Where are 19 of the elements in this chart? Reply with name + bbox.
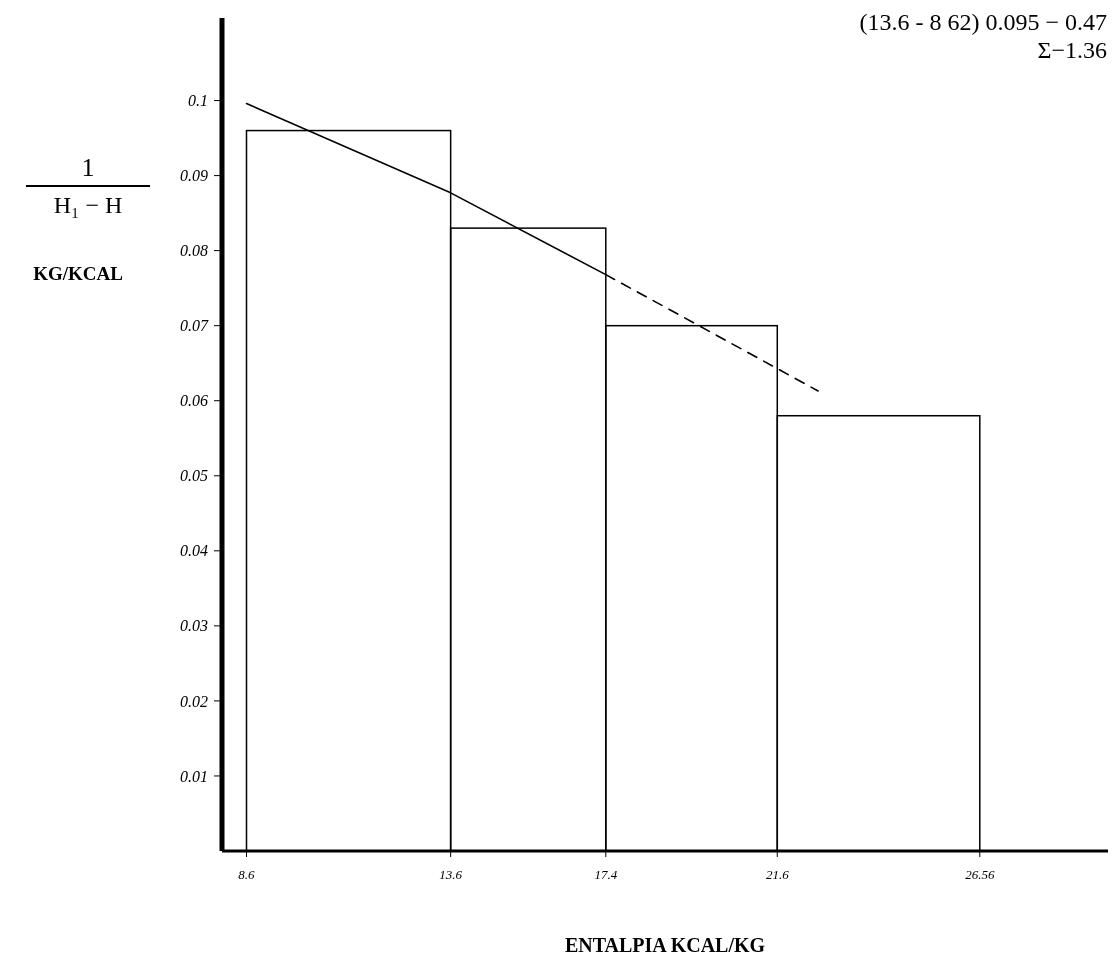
text: 1 H₁ − H KG/KCAL	[33, 153, 123, 284]
annotation: (13.6 - 8 62) 0.095 − 0.47	[859, 9, 1107, 35]
y-tick-label: 0.03	[180, 617, 208, 635]
y-tick-label: 0.04	[180, 542, 208, 560]
y-tick-label: 0.01	[180, 767, 208, 785]
y-tick-label: 0.06	[180, 392, 208, 410]
y-tick-label: 0.07	[180, 317, 209, 335]
y-tick-label: 0.09	[180, 167, 208, 185]
x-tick-label: 26.56	[965, 867, 995, 882]
x-tick-label: 21.6	[765, 867, 790, 882]
y-tick-label: 0.1	[188, 92, 208, 110]
x-axis-title: ENTALPIA KCAL/KG	[564, 934, 766, 956]
x-tick-label: 13.6	[439, 867, 463, 882]
annotation: Σ−1.36	[1037, 37, 1107, 63]
y-tick-label: 0.05	[180, 467, 208, 485]
y-tick-label: 0.08	[180, 242, 208, 260]
y-tick-label: 0.02	[180, 692, 208, 710]
x-tick-label: 17.4	[594, 867, 618, 882]
x-tick-label: 8.6	[238, 867, 256, 882]
